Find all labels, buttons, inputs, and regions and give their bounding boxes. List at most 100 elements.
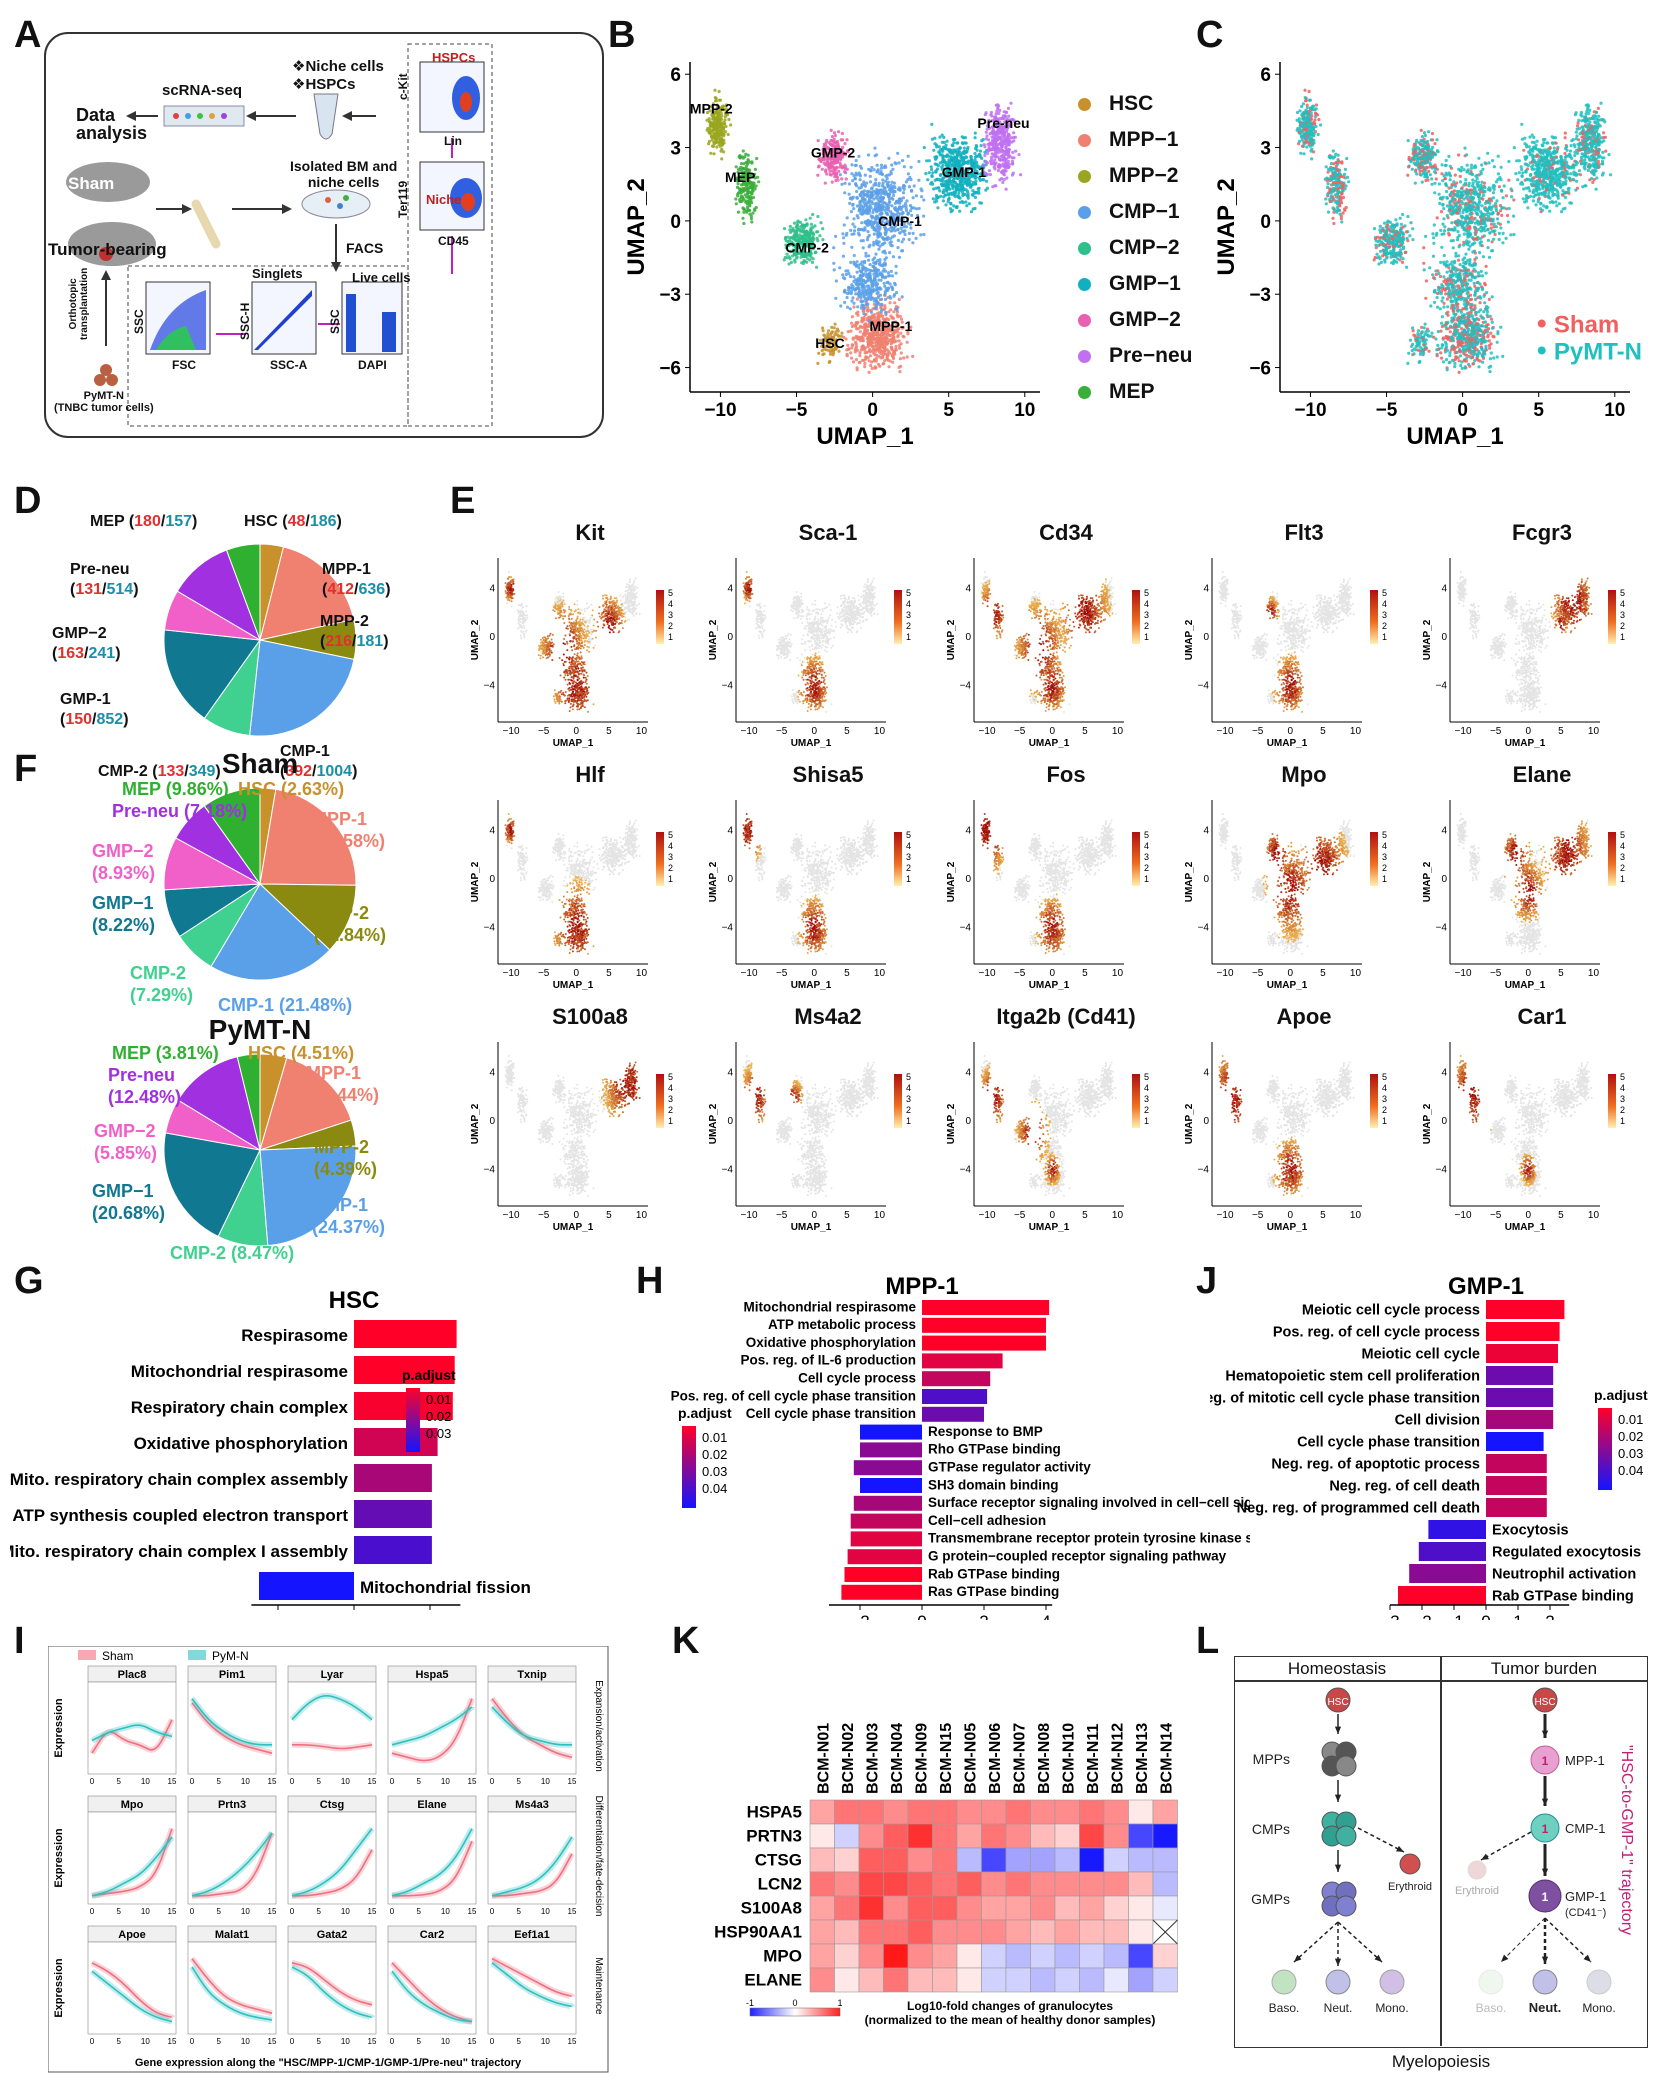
umap-point bbox=[856, 228, 861, 232]
umap-point bbox=[1507, 159, 1511, 164]
umap-point bbox=[1467, 181, 1471, 185]
x-tick-label: 5 bbox=[943, 400, 954, 421]
umap-point bbox=[1451, 196, 1455, 200]
umap-point bbox=[825, 172, 829, 176]
umap-point bbox=[840, 182, 844, 186]
umap-point bbox=[1444, 158, 1448, 163]
umap-point bbox=[1308, 144, 1312, 148]
umap-point bbox=[995, 125, 999, 129]
umap-point bbox=[1458, 203, 1462, 207]
umap-point bbox=[1009, 101, 1013, 105]
umap-point bbox=[736, 192, 740, 196]
umap-point bbox=[822, 161, 826, 165]
umap-point bbox=[1301, 102, 1305, 106]
umap-point bbox=[883, 359, 887, 363]
umap-point bbox=[1444, 342, 1448, 346]
y-axis-label: UMAP_2 bbox=[623, 178, 650, 275]
umap-point bbox=[1444, 163, 1448, 167]
umap-point bbox=[893, 185, 897, 190]
umap-point bbox=[861, 339, 865, 343]
umap-point bbox=[986, 121, 990, 125]
umap-point bbox=[816, 361, 820, 365]
legend-dot bbox=[1078, 277, 1091, 291]
panel-label-k: K bbox=[672, 1620, 699, 1663]
umap-point bbox=[739, 196, 743, 200]
umap-point bbox=[864, 274, 868, 278]
umap-point bbox=[889, 190, 893, 194]
umap-point bbox=[865, 238, 870, 242]
umap-point bbox=[909, 325, 913, 329]
umap-point bbox=[835, 175, 839, 179]
umap-point bbox=[883, 291, 887, 295]
umap-point bbox=[843, 170, 847, 174]
umap-point bbox=[845, 295, 849, 300]
cd45-label: CD45 bbox=[438, 234, 469, 248]
umap-point bbox=[897, 215, 901, 219]
umap-point bbox=[942, 158, 946, 162]
umap-point bbox=[857, 361, 861, 365]
umap-point bbox=[998, 163, 1002, 167]
umap-point bbox=[942, 167, 946, 171]
umap-point bbox=[900, 229, 904, 233]
umap-point bbox=[984, 111, 988, 115]
umap-point bbox=[1314, 103, 1319, 107]
umap-point bbox=[1491, 334, 1495, 338]
umap-point bbox=[1445, 348, 1449, 352]
umap-point bbox=[962, 176, 966, 180]
umap-point bbox=[900, 240, 904, 244]
umap-point bbox=[975, 169, 979, 174]
umap-point bbox=[888, 274, 892, 278]
legend-dot bbox=[1078, 205, 1091, 219]
umap-point bbox=[892, 294, 896, 298]
umap-point bbox=[1490, 229, 1494, 233]
umap-point bbox=[859, 211, 863, 215]
umap-point bbox=[1486, 207, 1490, 212]
umap-point bbox=[1482, 181, 1487, 185]
umap-point bbox=[1479, 190, 1483, 194]
umap-point bbox=[1509, 233, 1513, 237]
umap-point bbox=[883, 251, 887, 255]
umap-point bbox=[1007, 143, 1011, 147]
umap-point bbox=[864, 357, 868, 361]
umap-point bbox=[985, 172, 989, 176]
umap-point bbox=[861, 267, 865, 271]
umap-point bbox=[884, 311, 888, 315]
umap-point bbox=[795, 223, 799, 227]
umap-point bbox=[865, 210, 869, 214]
umap-point bbox=[836, 329, 840, 333]
panel-label-f: F bbox=[14, 748, 37, 791]
umap-point bbox=[1499, 178, 1503, 182]
niche-gate-label: Niche bbox=[426, 192, 461, 207]
umap-point bbox=[877, 205, 881, 209]
data-analysis-1: Data bbox=[76, 106, 147, 124]
umap-point bbox=[947, 193, 951, 197]
umap-point bbox=[885, 348, 889, 352]
umap-point bbox=[871, 210, 875, 215]
umap-point bbox=[1434, 233, 1438, 237]
umap-point bbox=[721, 128, 726, 132]
umap-point bbox=[886, 206, 890, 210]
umap-point bbox=[712, 128, 716, 132]
umap-point bbox=[889, 308, 893, 312]
umap-point bbox=[997, 157, 1002, 161]
umap-point bbox=[831, 144, 835, 148]
umap-point bbox=[931, 171, 935, 175]
umap-point bbox=[919, 233, 923, 237]
umap-point bbox=[861, 206, 865, 210]
umap-point bbox=[1458, 263, 1462, 267]
umap-point bbox=[850, 356, 854, 360]
umap-point bbox=[824, 338, 828, 342]
umap-point bbox=[961, 201, 965, 205]
umap-point bbox=[800, 237, 805, 241]
umap-point bbox=[1499, 209, 1503, 213]
umap-point bbox=[800, 261, 804, 265]
umap-point bbox=[1497, 231, 1501, 235]
item-niche-cells: ❖Niche cells bbox=[292, 58, 384, 76]
umap-point bbox=[1471, 349, 1475, 353]
umap-point bbox=[829, 350, 833, 354]
umap-point bbox=[879, 166, 883, 170]
umap-point bbox=[723, 115, 727, 119]
umap-point bbox=[890, 235, 895, 239]
umap-point bbox=[878, 323, 882, 328]
umap-point bbox=[750, 192, 754, 196]
